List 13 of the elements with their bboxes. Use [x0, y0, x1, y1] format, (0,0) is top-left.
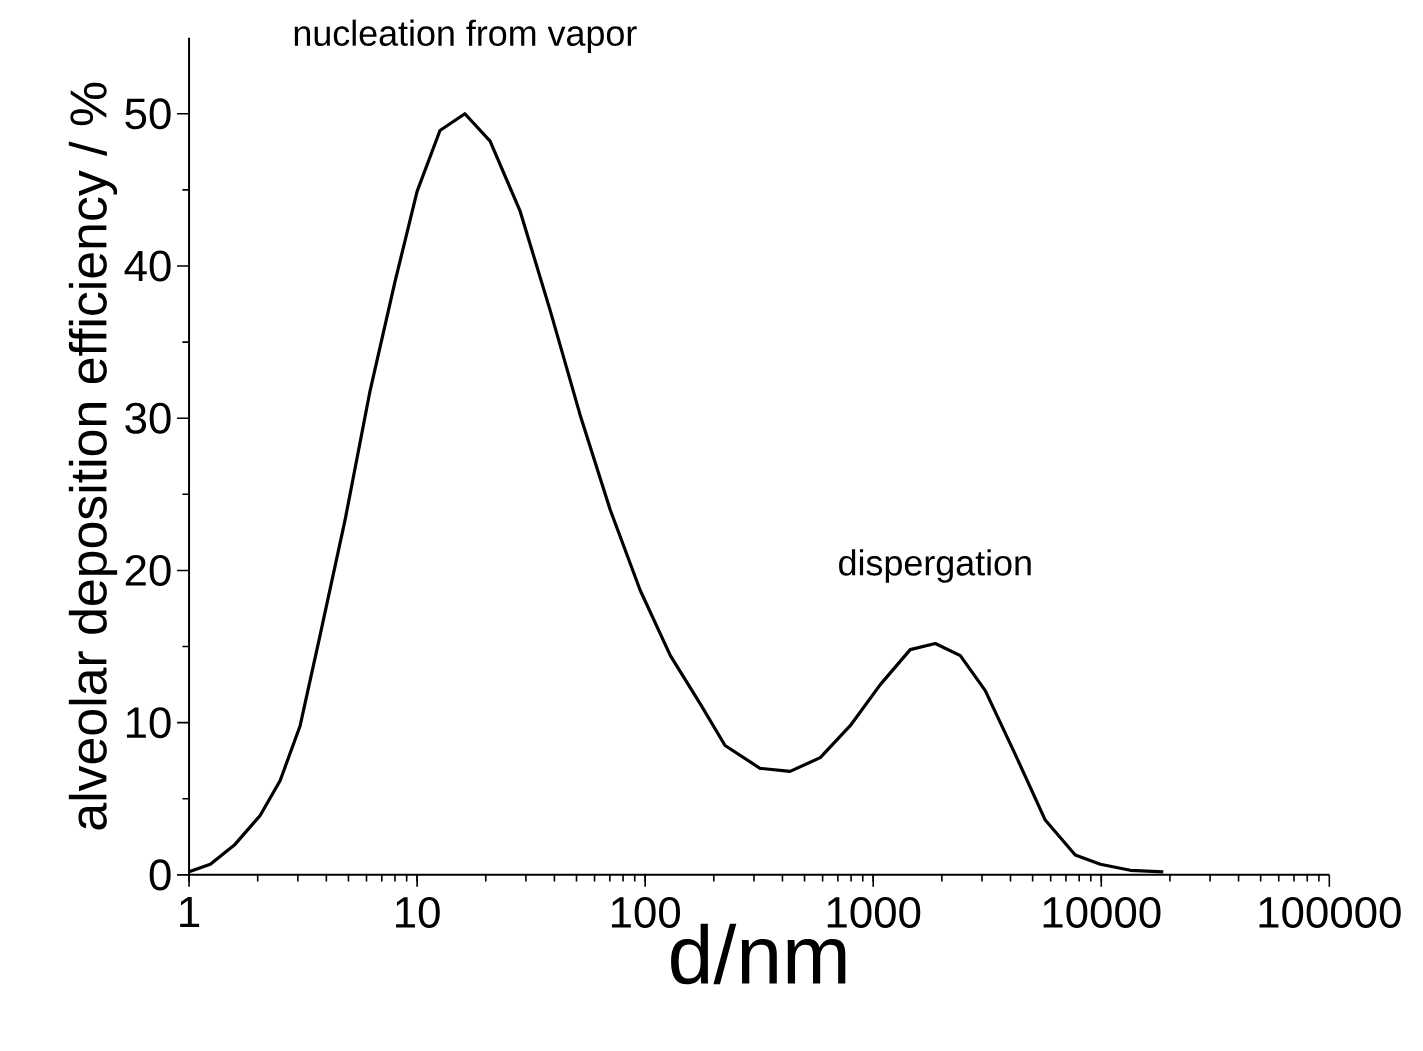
y-tick-label: 10: [126, 707, 171, 739]
y-tick-label: 20: [125, 554, 171, 587]
y-tick-label: 40: [124, 250, 171, 282]
x-tick-label: 1: [180, 896, 200, 928]
x-tick-label: 10000: [1043, 896, 1161, 928]
y-tick-label: 0: [149, 859, 171, 891]
annotation: dispergation: [839, 549, 1031, 583]
x-tick-label: 10: [396, 896, 440, 928]
y-tick-label: 30: [125, 402, 171, 434]
y-axis-title: alveolar deposition efficiency / %: [68, 82, 118, 830]
y-tick-label: 50: [125, 98, 171, 130]
annotation: nucleation from vapor: [294, 19, 637, 54]
x-tick-label: 100000: [1259, 896, 1401, 928]
